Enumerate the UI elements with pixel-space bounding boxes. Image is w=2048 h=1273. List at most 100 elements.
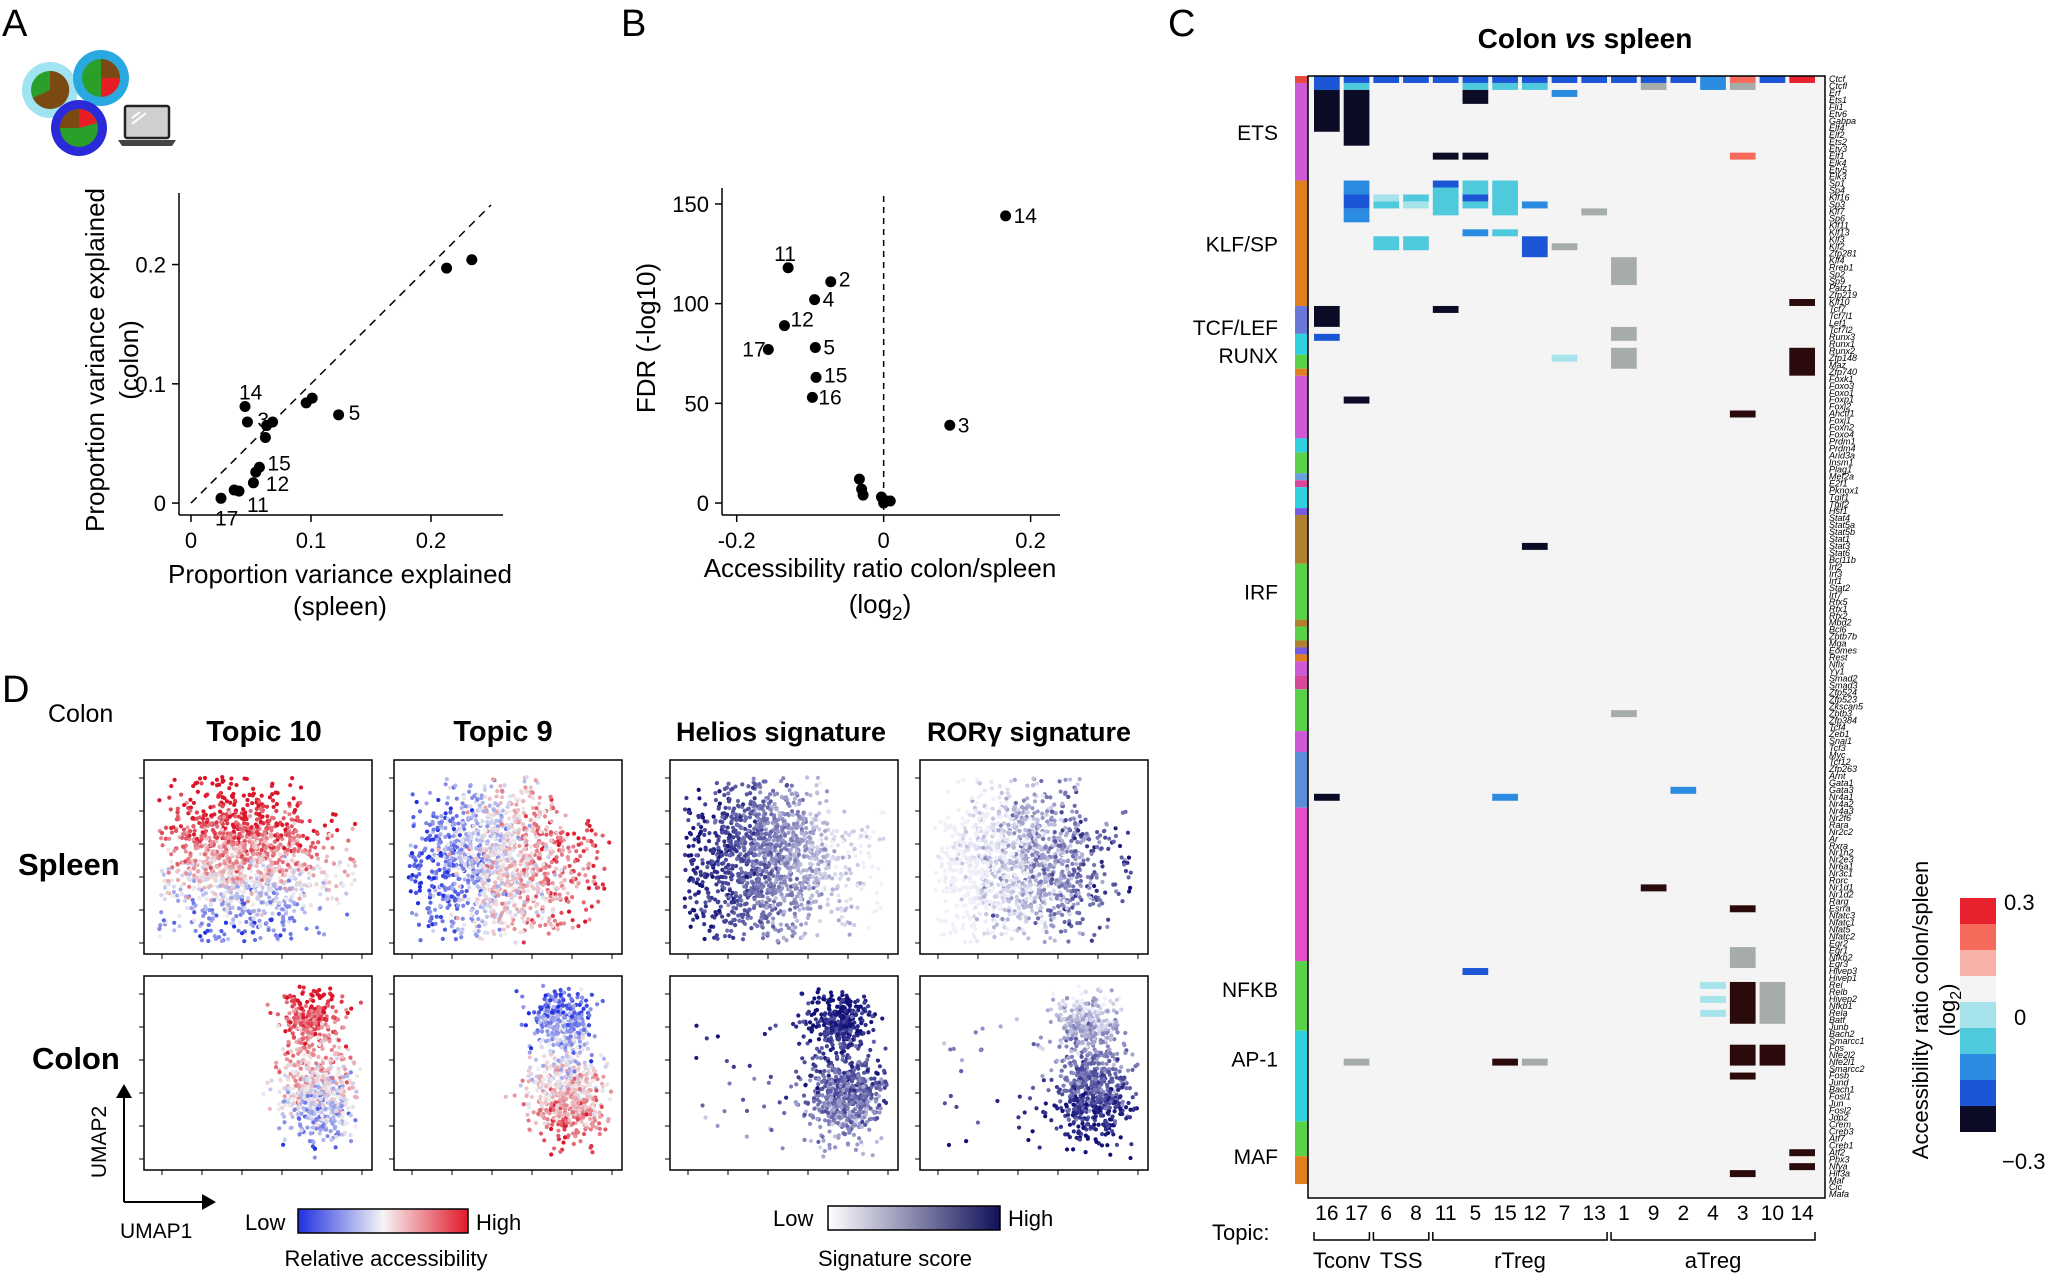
heatmap-cell [1432, 305, 1459, 313]
umap-cell [431, 827, 436, 832]
umap-cell [479, 862, 484, 867]
umap-cell [777, 866, 782, 871]
heatmap-cell [1551, 354, 1578, 362]
umap-cell [442, 927, 448, 932]
umap-cell [547, 916, 552, 921]
umap-cell [543, 847, 548, 852]
umap-cell [495, 864, 500, 870]
heatmap-cell [1403, 201, 1429, 209]
umap-cell [261, 857, 266, 862]
umap-cell [426, 906, 431, 911]
umap-cell [750, 859, 755, 864]
topic-label: 15 [1493, 1202, 1516, 1225]
umap-cell [984, 906, 989, 911]
umap-cell [786, 830, 791, 835]
umap-cell [819, 892, 824, 897]
heatmap-cell [1700, 995, 1726, 1003]
heatmap-cell [1581, 208, 1608, 216]
umap-cell [842, 908, 848, 913]
gene-label: Ctcfl [1829, 81, 1848, 91]
umap-cell [226, 936, 231, 942]
umap-cell [239, 931, 245, 936]
umap-cell [410, 872, 415, 878]
gene-label: Lef1 [1829, 318, 1847, 328]
gene-label: Cic [1829, 1182, 1842, 1192]
umap-cell [760, 925, 765, 930]
umap-cell [246, 896, 251, 901]
umap-cell [217, 782, 222, 787]
umap-cell [503, 931, 508, 936]
gene-label: Zkscan5 [1828, 701, 1864, 711]
umap-cell [324, 859, 329, 864]
umap-cell [952, 926, 957, 931]
umap-cell [231, 829, 236, 834]
colorbar-min: −0.3 [2002, 1149, 2045, 1174]
b-data-point [825, 276, 837, 288]
umap-cell [257, 812, 262, 817]
umap-cell [476, 852, 481, 858]
b-point-label: 5 [823, 337, 835, 360]
b-ytick-label: 100 [672, 292, 709, 317]
umap-cell [737, 880, 742, 885]
umap-topic10-spleen [139, 759, 373, 959]
umap-cell [257, 875, 262, 880]
umap-cell [791, 883, 796, 888]
umap-cell [226, 839, 231, 844]
umap-cell [523, 835, 528, 840]
umap-cell [187, 878, 193, 883]
umap-cell [533, 862, 538, 868]
umap-cell [704, 886, 710, 892]
umap-cell [866, 925, 871, 930]
gene-label: Myc [1829, 750, 1846, 760]
umap-cell [735, 816, 740, 822]
b-data-point [1000, 210, 1012, 222]
gene-label: Klf16 [1829, 193, 1850, 203]
heatmap-cell [1403, 76, 1429, 83]
umap-cell [825, 809, 830, 814]
umap-cell [536, 855, 541, 861]
umap-cell [789, 783, 794, 788]
umap-cell [178, 887, 183, 892]
umap-cell [440, 873, 446, 879]
umap-cell [445, 870, 450, 875]
umap-cell [716, 838, 721, 843]
umap-cell [225, 905, 230, 910]
umap-cell [762, 859, 767, 864]
umap-cell [224, 880, 230, 885]
family-color-strip [1295, 305, 1308, 334]
umap-cell [740, 870, 745, 875]
umap-cell [717, 908, 722, 913]
umap-cell [236, 836, 241, 841]
umap-cell [875, 900, 880, 906]
heatmap-cell [1729, 1170, 1756, 1178]
umap-cell [843, 830, 848, 835]
umap-cell [563, 813, 568, 818]
umap-cell [171, 889, 177, 895]
umap-cell [528, 817, 533, 823]
umap-cell [259, 877, 265, 883]
umap-cell [483, 921, 488, 926]
umap-cell [775, 938, 780, 944]
umap-cell [787, 788, 792, 793]
umap-cell [486, 860, 491, 865]
heatmap-cell [1343, 1058, 1370, 1066]
umap-cell [491, 870, 496, 875]
umap-cell [463, 804, 468, 809]
gene-label: Foxp1 [1829, 395, 1854, 405]
umap-cell [773, 880, 779, 885]
umap-cell [188, 828, 193, 834]
umap-cell [824, 853, 829, 858]
umap-cell [859, 887, 864, 892]
umap-cell [788, 856, 793, 861]
family-color-strip [1295, 480, 1308, 488]
family-color-strip [1295, 76, 1308, 83]
umap-cell [206, 847, 211, 852]
umap-cell [191, 878, 197, 884]
gene-label: Rxra [1829, 841, 1848, 851]
umap-cell [231, 921, 236, 926]
umap-cell [495, 789, 500, 794]
umap-cell [445, 897, 450, 902]
umap-cell [537, 795, 542, 800]
gene-label: Snai1 [1829, 736, 1852, 746]
umap-cell [210, 916, 215, 921]
